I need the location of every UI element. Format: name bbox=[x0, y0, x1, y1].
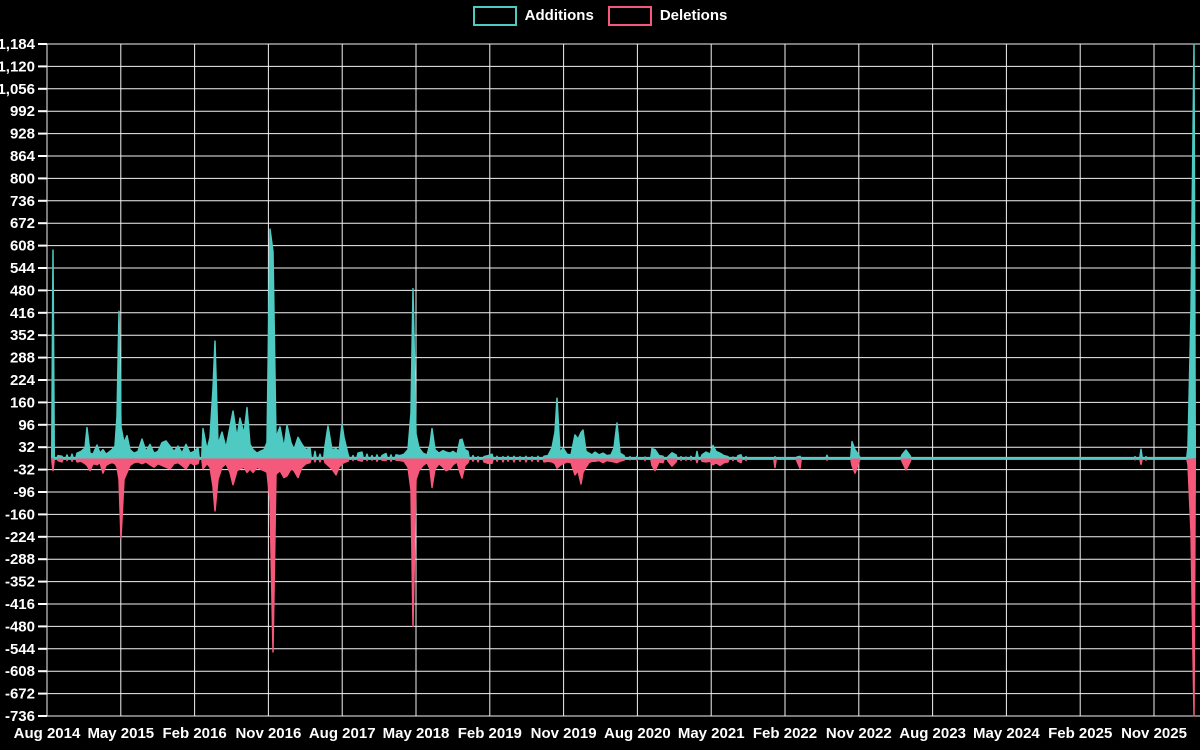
y-axis-label: -224 bbox=[5, 529, 36, 546]
x-axis-label: May 2015 bbox=[87, 725, 154, 742]
x-axis-label: May 2021 bbox=[678, 725, 745, 742]
y-axis-label: 288 bbox=[10, 350, 35, 367]
deletions-swatch-icon bbox=[607, 6, 652, 26]
x-axis-label: Aug 2014 bbox=[14, 725, 81, 742]
x-axis-label: May 2018 bbox=[383, 725, 450, 742]
legend-item-deletions[interactable]: Deletions bbox=[607, 6, 728, 26]
y-axis-label: 864 bbox=[10, 148, 36, 165]
x-axis-label: Aug 2017 bbox=[309, 725, 376, 742]
y-axis-label: 160 bbox=[10, 394, 35, 411]
y-axis-label: -416 bbox=[5, 596, 35, 613]
additions-series bbox=[50, 43, 1197, 460]
deletions-series bbox=[50, 457, 1197, 717]
y-axis-label: 1,120 bbox=[0, 58, 35, 75]
y-axis-label: -352 bbox=[5, 574, 35, 591]
x-axis-label: May 2024 bbox=[973, 725, 1040, 742]
y-axis-label: -480 bbox=[5, 618, 35, 635]
additions-swatch-icon bbox=[472, 6, 517, 26]
x-axis-label: Feb 2025 bbox=[1048, 725, 1112, 742]
x-axis-label: Nov 2016 bbox=[235, 725, 301, 742]
y-axis-label: 672 bbox=[10, 215, 35, 232]
y-axis-label: -544 bbox=[5, 641, 36, 658]
y-axis-label: -736 bbox=[5, 708, 35, 725]
x-axis-label: Nov 2019 bbox=[531, 725, 597, 742]
y-axis-label: -288 bbox=[5, 551, 35, 568]
y-axis-label: 32 bbox=[18, 439, 35, 456]
y-axis-label: 1,056 bbox=[0, 81, 35, 98]
y-axis-label: 224 bbox=[10, 372, 36, 389]
x-axis-label: Aug 2020 bbox=[604, 725, 671, 742]
y-axis-label: 96 bbox=[18, 417, 35, 434]
deletions-legend-label: Deletions bbox=[659, 7, 728, 24]
y-axis-label: 800 bbox=[10, 170, 35, 187]
x-axis-label: Feb 2016 bbox=[162, 725, 226, 742]
x-axis-label: Aug 2023 bbox=[899, 725, 966, 742]
x-axis-label: Feb 2019 bbox=[458, 725, 522, 742]
y-axis-label: 480 bbox=[10, 282, 35, 299]
chart-legend: Additions Deletions bbox=[0, 6, 1200, 26]
additions-legend-label: Additions bbox=[524, 7, 594, 24]
x-axis-label: Feb 2022 bbox=[753, 725, 817, 742]
y-axis-label: 1,184 bbox=[0, 36, 36, 53]
y-axis-label: 992 bbox=[10, 103, 35, 120]
y-axis-label: -96 bbox=[13, 484, 35, 501]
y-axis-label: 416 bbox=[10, 305, 35, 322]
y-axis-label: 608 bbox=[10, 238, 35, 255]
y-axis-label: 736 bbox=[10, 193, 35, 210]
y-axis-label: -608 bbox=[5, 663, 35, 680]
y-axis-label: 544 bbox=[10, 260, 36, 277]
y-axis-label: 928 bbox=[10, 126, 35, 143]
y-axis-label: -160 bbox=[5, 506, 35, 523]
legend-item-additions[interactable]: Additions bbox=[472, 6, 594, 26]
x-axis-label: Nov 2025 bbox=[1121, 725, 1187, 742]
x-axis-label: Nov 2022 bbox=[826, 725, 892, 742]
y-axis-label: 352 bbox=[10, 327, 35, 344]
y-axis-label: -32 bbox=[13, 462, 35, 479]
y-axis-label: -672 bbox=[5, 686, 35, 703]
